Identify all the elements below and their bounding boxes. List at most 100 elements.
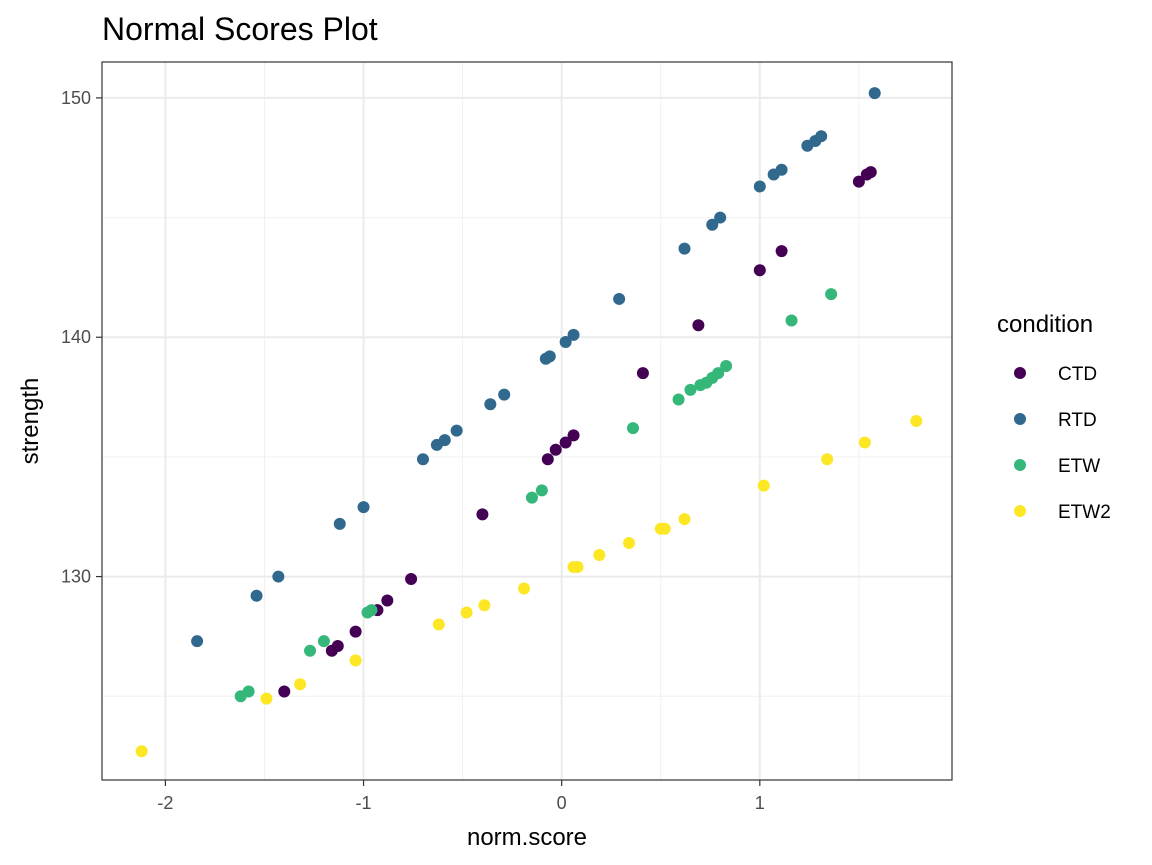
data-point: [821, 453, 834, 466]
data-point: [559, 336, 572, 349]
data-point: [627, 422, 640, 435]
data-point: [672, 393, 685, 406]
data-point: [706, 218, 719, 231]
x-tick-label: -1: [356, 793, 372, 813]
data-point: [720, 359, 733, 372]
data-point: [438, 434, 451, 447]
data-point: [357, 501, 370, 514]
data-point: [476, 508, 489, 521]
y-tick-label: 140: [61, 327, 91, 347]
data-point: [535, 484, 548, 497]
data-point: [613, 292, 626, 305]
data-point: [549, 443, 562, 456]
data-point: [678, 242, 691, 255]
data-point: [567, 429, 580, 442]
data-point: [684, 383, 697, 396]
data-point: [135, 745, 148, 758]
data-point: [518, 582, 531, 595]
x-axis-title: norm.score: [467, 824, 587, 851]
data-point: [541, 453, 554, 466]
legend-key: [1014, 505, 1026, 517]
panel-border: [101, 61, 953, 781]
data-point: [753, 264, 766, 277]
legend-label: ETW2: [1058, 502, 1111, 523]
data-point: [432, 618, 445, 631]
y-tick-label: 150: [61, 88, 91, 108]
data-point: [278, 685, 291, 698]
data-point: [868, 87, 881, 100]
data-point: [460, 606, 473, 619]
data-point: [405, 572, 418, 585]
data-point: [304, 644, 317, 657]
data-point: [478, 599, 491, 612]
data-point: [349, 654, 362, 667]
data-point: [678, 513, 691, 526]
data-point: [543, 350, 556, 363]
legend-label: ETW: [1058, 456, 1100, 477]
data-point: [852, 175, 865, 188]
y-tick-label: 130: [61, 567, 91, 587]
series-ctd: [278, 166, 877, 698]
data-point: [365, 604, 378, 617]
series-etw: [234, 288, 838, 703]
data-point: [623, 537, 636, 550]
data-point: [825, 288, 838, 301]
data-point: [272, 570, 285, 583]
data-point: [317, 635, 330, 648]
data-point: [567, 328, 580, 341]
x-axis: -2 -1 0 1: [157, 780, 765, 813]
data-point: [260, 692, 273, 705]
data-point: [636, 367, 649, 380]
data-point: [757, 479, 770, 492]
data-point: [333, 517, 346, 530]
x-tick-label: 0: [557, 793, 567, 813]
data-point: [498, 388, 511, 401]
x-tick-label: -2: [157, 793, 173, 813]
data-point: [775, 163, 788, 176]
data-point: [450, 424, 463, 437]
data-point: [349, 625, 362, 638]
legend-item-rtd: RTD: [1014, 410, 1097, 431]
legend-key: [1014, 459, 1026, 471]
y-axis: 130 140 150: [61, 88, 102, 587]
legend: condition CTD RTD ETW ETW2: [997, 311, 1111, 523]
data-point: [858, 436, 871, 449]
data-point: [910, 415, 923, 427]
data-point: [484, 398, 497, 411]
legend-label: RTD: [1058, 410, 1097, 431]
series-rtd: [191, 87, 881, 648]
panel-background: [102, 62, 952, 780]
legend-title: condition: [997, 311, 1093, 338]
y-axis-title: strength: [17, 378, 44, 465]
data-point: [416, 453, 429, 466]
plot-panel: [101, 61, 953, 781]
data-point: [250, 589, 263, 602]
legend-label: CTD: [1058, 364, 1097, 385]
legend-item-ctd: CTD: [1014, 364, 1097, 385]
data-point: [692, 319, 705, 332]
data-point: [191, 635, 204, 648]
data-point: [242, 685, 255, 698]
data-point: [658, 522, 671, 535]
data-point: [714, 211, 727, 224]
data-point: [775, 245, 788, 258]
legend-key: [1014, 413, 1026, 425]
data-point: [593, 549, 606, 562]
series-etw2: [135, 415, 923, 758]
data-point: [753, 180, 766, 193]
data-point: [785, 314, 798, 327]
x-tick-label: 1: [755, 793, 765, 813]
legend-key: [1014, 367, 1026, 379]
data-point: [712, 367, 725, 380]
data-point: [571, 560, 584, 573]
data-point: [864, 166, 877, 179]
data-point: [331, 639, 344, 652]
data-point: [294, 678, 307, 691]
data-point: [381, 594, 394, 607]
data-point: [525, 491, 538, 504]
data-point: [559, 436, 572, 449]
chart-title: Normal Scores Plot: [102, 11, 378, 47]
data-point: [815, 130, 828, 143]
legend-item-etw2: ETW2: [1014, 502, 1111, 523]
